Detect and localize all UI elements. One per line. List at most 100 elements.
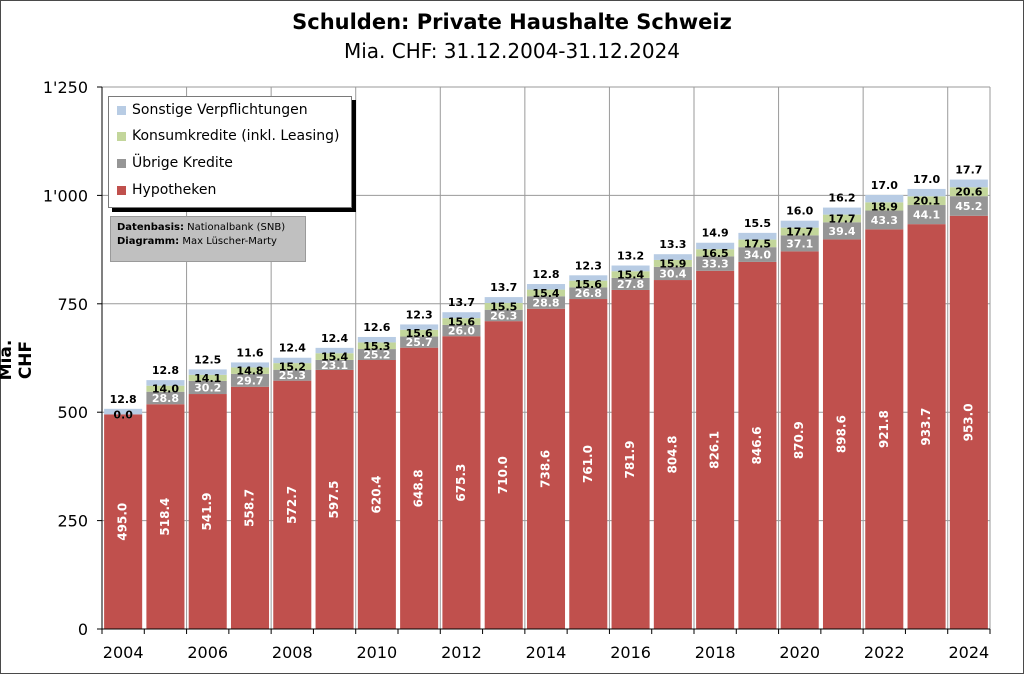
data-label-uebrige: 30.2 <box>194 381 221 394</box>
data-label-uebrige: 27.8 <box>617 278 644 291</box>
bar-segment <box>104 414 143 629</box>
bar-segment <box>949 215 988 629</box>
data-label-uebrige: 23.1 <box>321 359 348 372</box>
data-label-hypotheken: 781.9 <box>623 440 637 478</box>
bar-segment <box>484 297 523 304</box>
legend-label: Sonstige Verpflichtungen <box>132 102 308 118</box>
x-tick-label: 2010 <box>356 643 397 662</box>
data-label-uebrige: 34.0 <box>744 249 771 262</box>
data-label-hypotheken: 648.8 <box>412 469 426 507</box>
bar-segment <box>357 359 396 629</box>
y-tick-label: 750 <box>57 295 88 314</box>
x-tick-label: 2024 <box>948 643 989 662</box>
bar-segment <box>653 259 692 267</box>
data-label-sonstige: 13.7 <box>490 281 517 294</box>
data-label-sonstige: 13.2 <box>617 250 644 263</box>
bar-segment <box>273 357 312 364</box>
data-label-konsum: 15.2 <box>279 360 306 373</box>
legend-label: Übrige Kredite <box>132 155 233 171</box>
data-label-uebrige: 43.3 <box>871 214 898 227</box>
bar-segment <box>484 321 523 629</box>
data-label-hypotheken: 898.6 <box>835 415 849 453</box>
bar-segment <box>400 336 439 348</box>
data-label-konsum: 20.1 <box>913 195 940 208</box>
note-label: Datenbasis: <box>117 222 184 233</box>
bar-segment <box>653 280 692 629</box>
legend-swatch <box>117 131 126 141</box>
bar-segment <box>315 369 354 629</box>
bar-segment <box>442 318 481 325</box>
data-label-konsum: 18.9 <box>871 200 898 213</box>
data-label-uebrige: 29.7 <box>236 374 263 387</box>
bar-segment <box>907 188 946 197</box>
data-label-konsum: 14.0 <box>152 383 179 396</box>
data-label-konsum: 15.9 <box>659 257 686 270</box>
x-tick-label: 2006 <box>187 643 228 662</box>
bar-segment <box>653 266 692 281</box>
note-value: Max Lüscher-Marty <box>182 236 277 247</box>
y-tick-label: 1'250 <box>43 78 88 97</box>
data-label-hypotheken: 518.4 <box>158 498 172 536</box>
bar-segment <box>569 287 608 300</box>
bar-segment <box>653 254 692 260</box>
bar-segment <box>696 249 735 257</box>
bar-segment <box>230 373 270 387</box>
bar-segment <box>822 214 862 223</box>
bar-segment <box>526 284 566 290</box>
data-label-sonstige: 13.3 <box>659 238 686 251</box>
bar-segment <box>526 308 566 629</box>
bar-segment <box>738 247 777 262</box>
data-label-hypotheken: 846.6 <box>750 426 764 464</box>
data-label-konsum: 17.7 <box>828 212 855 225</box>
x-tick-label: 2020 <box>779 643 820 662</box>
x-tick-label: 2004 <box>103 643 144 662</box>
bar-segment <box>188 369 227 375</box>
bar-segment <box>738 239 777 248</box>
data-label-hypotheken: 675.3 <box>454 464 468 502</box>
bar-segment <box>865 229 904 629</box>
note-label: Diagramm: <box>117 236 180 247</box>
data-label-sonstige: 12.8 <box>152 364 179 377</box>
x-tick-label: 2022 <box>864 643 905 662</box>
data-label-hypotheken: 597.5 <box>327 480 341 518</box>
legend-item-konsum: Konsumkredite (inkl. Leasing) <box>117 126 340 146</box>
bar-segment <box>400 324 439 330</box>
legend-swatch <box>117 158 126 168</box>
data-label-sonstige: 12.4 <box>279 342 306 355</box>
bar-segment <box>357 342 396 350</box>
data-label-sonstige: 12.6 <box>363 321 390 334</box>
data-label-hypotheken: 870.9 <box>792 421 806 459</box>
data-source-note: Datenbasis: Nationalbank (SNB) Diagramm:… <box>110 216 306 262</box>
bar-segment <box>949 179 988 188</box>
bar-segment <box>611 271 650 278</box>
data-label-konsum: 0.0 <box>113 408 133 421</box>
data-label-konsum: 15.4 <box>617 269 644 282</box>
bar-segment <box>822 207 862 215</box>
bar-segment <box>484 303 523 310</box>
bar-segment <box>526 289 566 297</box>
legend-item-hypo: Hypotheken <box>117 180 216 200</box>
data-label-konsum: 15.5 <box>490 300 517 313</box>
bar-segment <box>230 386 270 629</box>
data-label-konsum: 16.5 <box>702 247 729 260</box>
data-label-uebrige: 44.1 <box>913 209 940 222</box>
data-label-sonstige: 12.8 <box>532 268 559 281</box>
bar-segment <box>273 380 312 629</box>
data-label-konsum: 15.6 <box>575 278 602 291</box>
data-label-konsum: 17.5 <box>744 237 771 250</box>
bar-segment <box>400 329 439 337</box>
data-label-sonstige: 12.4 <box>321 332 348 345</box>
bar-segment <box>104 408 143 415</box>
data-label-hypotheken: 761.0 <box>581 445 595 483</box>
bar-segment <box>442 324 481 337</box>
y-tick-label: 250 <box>57 512 88 531</box>
data-label-uebrige: 37.1 <box>786 237 813 250</box>
data-label-sonstige: 15.5 <box>744 217 771 230</box>
data-label-uebrige: 25.3 <box>279 369 306 382</box>
x-tick-label: 2008 <box>272 643 313 662</box>
bar-segment <box>949 196 988 216</box>
bar-segment <box>569 280 608 288</box>
data-label-sonstige: 12.8 <box>110 393 137 406</box>
bar-segment <box>188 380 227 395</box>
data-label-hypotheken: 495.0 <box>116 503 130 541</box>
